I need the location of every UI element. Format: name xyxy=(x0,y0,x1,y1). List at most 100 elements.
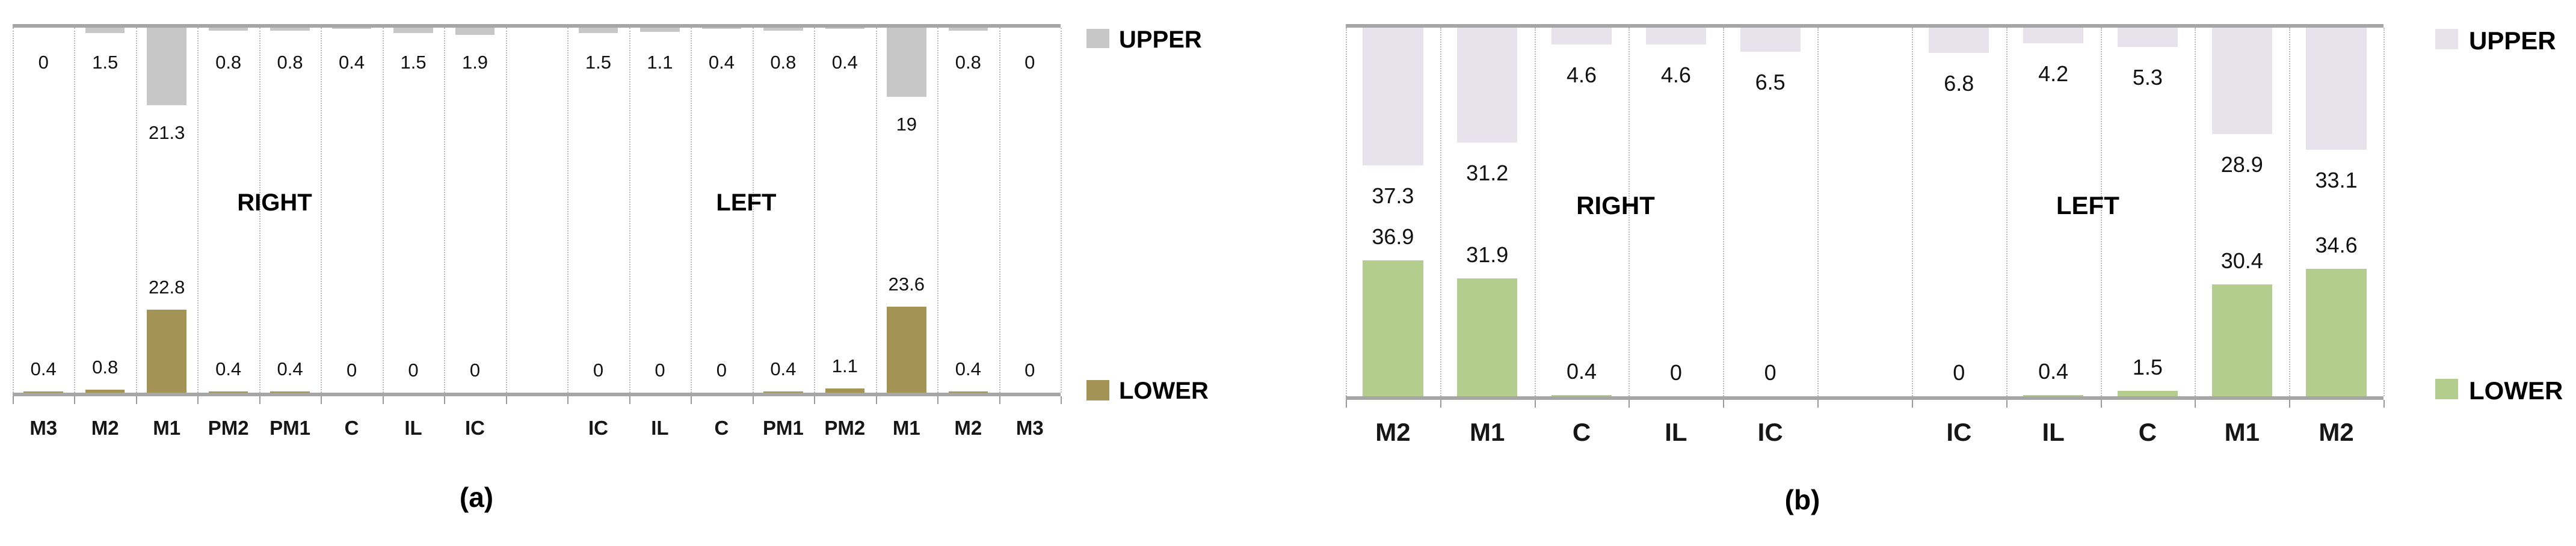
category-label: M2 xyxy=(954,417,982,439)
lower-value-label: 1.5 xyxy=(2132,354,2163,379)
lower-value-label: 0.4 xyxy=(770,358,797,379)
category-label: IL xyxy=(651,417,669,439)
axis-tick xyxy=(2289,400,2291,408)
category-label: PM1 xyxy=(270,417,311,439)
lower-bar xyxy=(948,391,988,393)
upper-value-label: 4.2 xyxy=(2038,61,2069,86)
lower-value-label: 34.6 xyxy=(2315,232,2358,257)
column-gridline xyxy=(999,28,1000,393)
upper-bar xyxy=(2023,28,2084,43)
category-label: PM2 xyxy=(208,417,249,439)
lower-bar xyxy=(1457,278,1518,396)
category-label: PM2 xyxy=(824,417,866,439)
upper-bar xyxy=(763,28,803,31)
lower-value-label: 36.9 xyxy=(1372,224,1414,249)
upper-value-label: 6.8 xyxy=(1944,70,1974,96)
lower-value-label: 0 xyxy=(655,360,665,381)
axis-tick xyxy=(2195,400,2196,408)
column-gridline xyxy=(505,28,507,393)
column-gridline xyxy=(1440,28,1441,396)
upper-bar xyxy=(578,28,618,34)
lower-value-label: 31.9 xyxy=(1466,242,1509,268)
lower-bar xyxy=(23,391,64,393)
category-label: IC xyxy=(588,417,608,439)
upper-bar xyxy=(270,28,310,31)
axis-tick xyxy=(629,396,630,404)
column-gridline xyxy=(197,28,199,393)
lower-value-label: 0 xyxy=(716,360,727,381)
upper-bar xyxy=(1929,28,1989,53)
chart-b-legend-upper-label: UPPER xyxy=(2469,26,2556,55)
column-gridline xyxy=(2289,28,2291,396)
column-gridline xyxy=(629,28,630,393)
category-label: C xyxy=(1572,418,1591,446)
lower-bar xyxy=(2117,390,2178,396)
category-label: IL xyxy=(2042,418,2065,446)
column-gridline xyxy=(444,28,446,393)
column-gridline xyxy=(1723,28,1725,396)
upper-value-label: 1.1 xyxy=(647,52,673,73)
category-label: PM1 xyxy=(762,417,804,439)
axis-tick xyxy=(505,396,507,404)
category-label: M1 xyxy=(1470,418,1505,446)
axis-tick xyxy=(1911,400,1913,408)
axis-tick xyxy=(567,396,569,404)
axis-tick xyxy=(1628,400,1630,408)
upper-value-label: 0 xyxy=(38,52,49,73)
column-gridline xyxy=(2100,28,2102,396)
category-label: M3 xyxy=(1015,417,1044,439)
lower-bar xyxy=(270,391,310,393)
chart-a-legend-lower-label: LOWER xyxy=(1119,378,1209,404)
chart-b-top-axis xyxy=(1346,24,2383,28)
upper-bar xyxy=(1740,28,1801,52)
group-label-left: LEFT xyxy=(2056,191,2119,219)
upper-value-label: 1.5 xyxy=(92,52,119,73)
column-gridline xyxy=(74,28,76,393)
category-label: M1 xyxy=(153,417,181,439)
column-gridline xyxy=(321,28,322,393)
lower-value-label: 0 xyxy=(469,360,481,381)
chart-a-legend-lower-swatch xyxy=(1086,380,1109,400)
category-label: IL xyxy=(1665,418,1687,446)
upper-value-label: 19 xyxy=(896,114,917,135)
column-gridline xyxy=(1061,28,1062,393)
lower-value-label: 30.4 xyxy=(2220,248,2263,273)
category-label: C xyxy=(2138,418,2157,446)
axis-tick xyxy=(937,396,939,404)
lower-bar xyxy=(825,388,865,393)
column-gridline xyxy=(1534,28,1536,396)
category-label: M3 xyxy=(29,417,58,439)
upper-value-label: 0.8 xyxy=(770,52,797,73)
group-label-right: RIGHT xyxy=(237,189,312,216)
upper-bar xyxy=(948,28,988,31)
upper-value-label: 1.5 xyxy=(585,52,612,73)
upper-value-label: 31.2 xyxy=(1466,161,1509,186)
upper-bar xyxy=(2306,28,2367,150)
chart-a-bottom-axis xyxy=(13,393,1061,396)
axis-tick xyxy=(999,396,1000,404)
lower-value-label: 0.4 xyxy=(277,358,303,379)
axis-tick xyxy=(1346,400,1347,408)
upper-value-label: 0.4 xyxy=(339,52,365,73)
lower-bar xyxy=(147,309,186,393)
lower-value-label: 0.4 xyxy=(215,358,242,379)
axis-tick xyxy=(691,396,692,404)
axis-tick xyxy=(752,396,754,404)
upper-value-label: 0.8 xyxy=(955,52,981,73)
upper-value-label: 4.6 xyxy=(1567,63,1597,88)
upper-bar xyxy=(208,28,248,31)
category-label: C xyxy=(714,417,729,439)
upper-value-label: 5.3 xyxy=(2132,65,2163,90)
category-label: M2 xyxy=(2319,418,2354,446)
lower-value-label: 1.1 xyxy=(831,355,858,377)
chart-b-legend-lower-label: LOWER xyxy=(2469,376,2563,405)
lower-value-label: 0.4 xyxy=(955,358,981,379)
lower-value-label: 22.8 xyxy=(149,276,185,298)
upper-value-label: 1.5 xyxy=(400,52,427,73)
axis-tick xyxy=(1723,400,1725,408)
chart-a-caption: (a) xyxy=(459,482,494,513)
axis-tick xyxy=(1440,400,1441,408)
upper-bar xyxy=(2211,28,2272,135)
upper-value-label: 37.3 xyxy=(1372,183,1414,208)
